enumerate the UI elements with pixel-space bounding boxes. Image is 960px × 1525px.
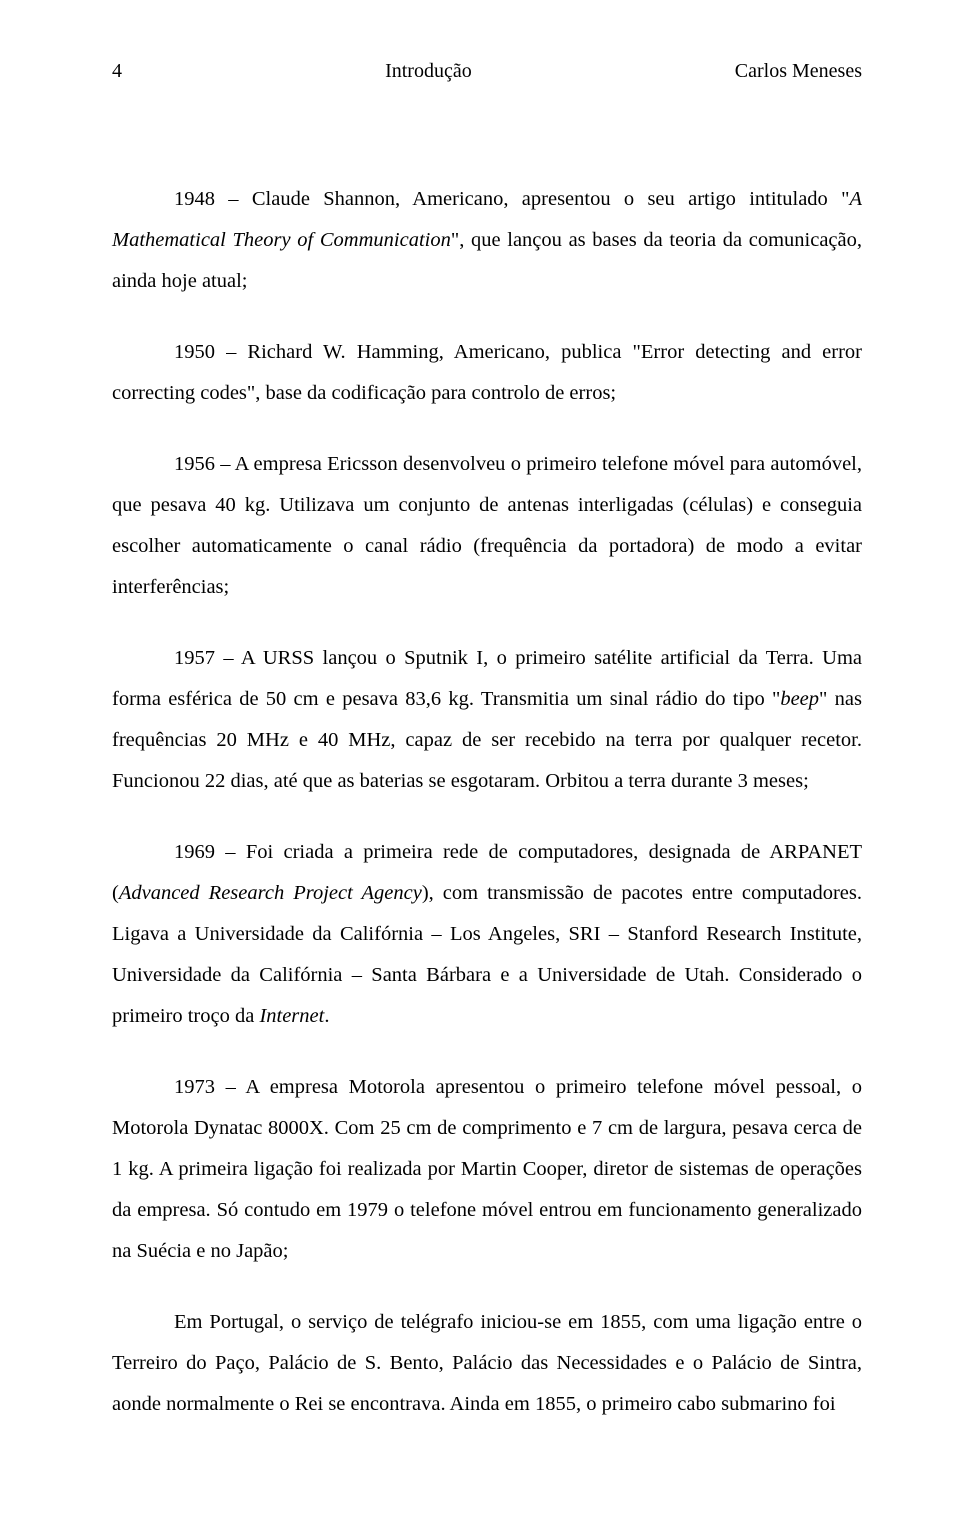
page-header: 4 Introdução Carlos Meneses	[112, 60, 862, 83]
section-title: Introdução	[385, 60, 472, 83]
paragraph-1957: 1957 – A URSS lançou o Sputnik I, o prim…	[112, 638, 862, 802]
text-run: 1973 – A empresa Motorola apresentou o p…	[112, 1076, 862, 1262]
italic-beep: beep	[780, 688, 819, 710]
paragraph-1969: 1969 – Foi criada a primeira rede de com…	[112, 832, 862, 1037]
text-run: 1950 – Richard W. Hamming, Americano, pu…	[112, 341, 862, 404]
italic-arpa: Advanced Research Project Agency	[119, 882, 422, 904]
italic-internet: Internet	[259, 1005, 324, 1027]
paragraph-portugal: Em Portugal, o serviço de telégrafo inic…	[112, 1302, 862, 1425]
author-name: Carlos Meneses	[735, 60, 862, 83]
page: 4 Introdução Carlos Meneses 1948 – Claud…	[0, 0, 960, 1525]
text-run: 1948 – Claude Shannon, Americano, aprese…	[174, 188, 849, 210]
text-run: 1957 – A URSS lançou o Sputnik I, o prim…	[112, 647, 862, 710]
text-run: 1956 – A empresa Ericsson desenvolveu o …	[112, 453, 862, 598]
page-number: 4	[112, 60, 122, 83]
paragraph-1950: 1950 – Richard W. Hamming, Americano, pu…	[112, 332, 862, 414]
text-run: Em Portugal, o serviço de telégrafo inic…	[112, 1311, 862, 1415]
paragraph-1973: 1973 – A empresa Motorola apresentou o p…	[112, 1067, 862, 1272]
paragraph-1948: 1948 – Claude Shannon, Americano, aprese…	[112, 179, 862, 302]
paragraph-1956: 1956 – A empresa Ericsson desenvolveu o …	[112, 444, 862, 608]
text-run: .	[324, 1005, 329, 1027]
